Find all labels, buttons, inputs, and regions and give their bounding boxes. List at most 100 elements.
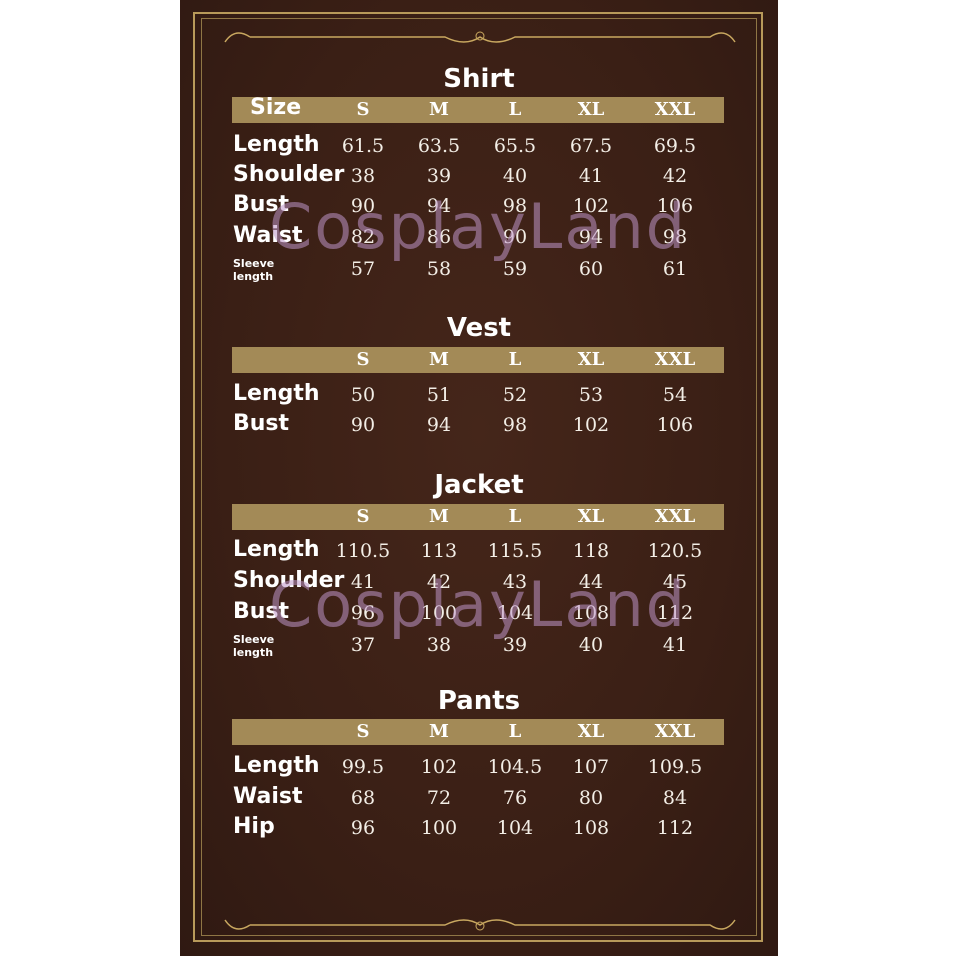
table-cell: 98: [662, 226, 688, 248]
table-cell: 72: [426, 787, 452, 809]
table-cell: 102: [420, 756, 458, 778]
table-cell: 108: [572, 817, 610, 839]
row-label: Waist: [233, 784, 303, 809]
table-cell: 94: [426, 414, 452, 436]
table-cell: 108: [572, 602, 610, 624]
table-cell: 51: [426, 384, 452, 406]
table-cell: 61: [662, 258, 688, 280]
size-header-l: L: [508, 349, 522, 370]
table-cell: 96: [350, 602, 376, 624]
table-cell: 84: [662, 787, 688, 809]
table-cell: 76: [502, 787, 528, 809]
table-cell: 41: [350, 571, 376, 593]
table-cell: 96: [350, 817, 376, 839]
size-header-xl: XL: [577, 99, 605, 120]
section-title: Pants: [437, 686, 521, 716]
size-header-m: M: [429, 99, 449, 120]
section-title: Jacket: [434, 470, 524, 500]
table-cell: 94: [426, 195, 452, 217]
row-label: Length: [233, 537, 320, 562]
size-header-xl: XL: [577, 349, 605, 370]
size-header-band: [232, 97, 724, 123]
table-cell: 113: [420, 540, 458, 562]
table-cell: 59: [502, 258, 528, 280]
row-label: Shoulder: [233, 568, 345, 593]
table-cell: 40: [502, 165, 528, 187]
table-cell: 37: [350, 634, 376, 656]
size-header-s: S: [356, 349, 370, 370]
table-cell: 115.5: [487, 540, 543, 562]
size-header-s: S: [356, 99, 370, 120]
table-cell: 106: [656, 414, 694, 436]
table-cell: 109.5: [647, 756, 703, 778]
table-cell: 63.5: [417, 135, 461, 157]
table-cell: 102: [572, 195, 610, 217]
size-header-xxl: XXL: [654, 349, 696, 370]
size-header-xxl: XXL: [654, 721, 696, 742]
table-cell: 39: [426, 165, 452, 187]
table-cell: 45: [662, 571, 688, 593]
table-cell: 104: [496, 602, 534, 624]
table-cell: 39: [502, 634, 528, 656]
ornament-top-icon: [224, 31, 736, 43]
table-cell: 53: [578, 384, 604, 406]
table-cell: 90: [350, 195, 376, 217]
size-header-label: Size: [250, 95, 302, 120]
row-label: Hip: [233, 814, 275, 839]
size-header-band: [232, 347, 724, 373]
table-cell: 82: [350, 226, 376, 248]
table-cell: 61.5: [341, 135, 385, 157]
row-label: Bust: [233, 192, 290, 217]
table-cell: 57: [350, 258, 376, 280]
table-cell: 90: [502, 226, 528, 248]
table-cell: 98: [502, 195, 528, 217]
table-cell: 60: [578, 258, 604, 280]
table-cell: 41: [578, 165, 604, 187]
table-cell: 65.5: [493, 135, 537, 157]
size-chart-card: [180, 0, 778, 956]
section-title: Shirt: [443, 64, 515, 94]
table-cell: 104.5: [487, 756, 543, 778]
table-cell: 106: [656, 195, 694, 217]
gold-frame-inner: [201, 18, 757, 936]
ornament-bottom-icon: [224, 919, 736, 931]
size-header-s: S: [356, 506, 370, 527]
row-label: Bust: [233, 599, 290, 624]
row-label: Length: [233, 381, 320, 406]
row-label: Sleeve length: [233, 257, 275, 283]
table-cell: 118: [572, 540, 610, 562]
table-cell: 110.5: [335, 540, 391, 562]
table-cell: 68: [350, 787, 376, 809]
table-cell: 100: [420, 602, 458, 624]
table-cell: 38: [426, 634, 452, 656]
size-header-l: L: [508, 99, 522, 120]
row-label: Bust: [233, 411, 290, 436]
size-header-xl: XL: [577, 506, 605, 527]
table-cell: 67.5: [569, 135, 613, 157]
table-cell: 42: [426, 571, 452, 593]
table-cell: 40: [578, 634, 604, 656]
size-header-m: M: [429, 721, 449, 742]
section-title: Vest: [446, 313, 512, 343]
size-header-s: S: [356, 721, 370, 742]
row-label: Length: [233, 753, 320, 778]
row-label: Waist: [233, 223, 303, 248]
size-header-m: M: [429, 349, 449, 370]
size-header-l: L: [508, 506, 522, 527]
table-cell: 112: [656, 602, 694, 624]
table-cell: 52: [502, 384, 528, 406]
table-cell: 43: [502, 571, 528, 593]
table-cell: 42: [662, 165, 688, 187]
row-label: Sleeve length: [233, 633, 275, 659]
table-cell: 90: [350, 414, 376, 436]
size-header-l: L: [508, 721, 522, 742]
table-cell: 41: [662, 634, 688, 656]
table-cell: 38: [350, 165, 376, 187]
table-cell: 54: [662, 384, 688, 406]
table-cell: 44: [578, 571, 604, 593]
table-cell: 98: [502, 414, 528, 436]
table-cell: 58: [426, 258, 452, 280]
table-cell: 69.5: [653, 135, 697, 157]
table-cell: 50: [350, 384, 376, 406]
size-header-xl: XL: [577, 721, 605, 742]
